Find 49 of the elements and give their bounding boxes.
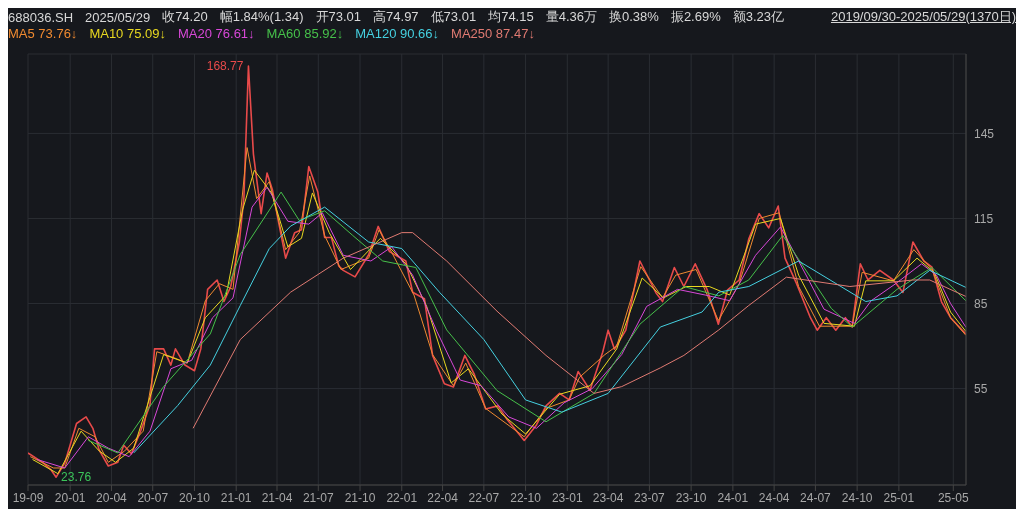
x-tick-label: 23-04 (592, 490, 624, 505)
x-tick-label: 20-10 (179, 490, 211, 505)
x-tick-label: 19-09 (12, 490, 44, 505)
text: MA60 85.92↓ (266, 26, 344, 43)
text: 幅1.84%(1.34) (219, 8, 304, 26)
text: 688036.SH (8, 9, 74, 25)
x-tick-label: 23-01 (551, 490, 583, 505)
text: MA120 90.66↓ (355, 26, 440, 43)
x-tick-label: 21-01 (220, 490, 252, 505)
x-tick-label: 20-04 (96, 490, 128, 505)
text: 开73.01 (315, 8, 362, 26)
x-tick-label: 25-05 (937, 490, 969, 505)
x-tick-label: 21-07 (302, 490, 334, 505)
x-tick-label: 22-10 (510, 490, 542, 505)
x-tick-label: 21-04 (261, 490, 293, 505)
x-tick-label: 24-07 (800, 490, 832, 505)
y-tick-label: 85 (974, 296, 988, 311)
y-tick-label: 145 (974, 126, 995, 141)
x-tick-label: 20-01 (54, 490, 86, 505)
annotation: 23.76 (61, 470, 92, 485)
text: MA20 76.61↓ (177, 26, 255, 43)
x-tick-label: 25-01 (883, 490, 915, 505)
x-tick-label: 23-07 (634, 490, 666, 505)
text: 低73.01 (430, 8, 477, 26)
text: 换0.38% (609, 8, 659, 26)
text: 额3.23亿 (732, 8, 785, 26)
x-tick-label: 24-01 (717, 490, 749, 505)
text: 2019/09/30-2025/05/29(1370日) (830, 8, 1016, 26)
y-tick-label: 115 (974, 211, 994, 226)
text: 高74.97 (373, 8, 419, 26)
x-tick-label: 22-04 (427, 490, 459, 505)
text: 振2.69% (670, 8, 721, 26)
line-series (192, 232, 966, 429)
text: MA5 73.76↓ (8, 26, 78, 43)
x-tick-label: 21-10 (344, 490, 376, 505)
text: 收74.20 (162, 8, 208, 26)
text: 2025/05/29 (85, 9, 151, 25)
y-tick-label: 55 (974, 381, 988, 396)
x-tick-label: 23-10 (675, 490, 707, 505)
x-tick-label: 20-07 (137, 490, 169, 505)
x-tick-label: 22-07 (468, 490, 500, 505)
text: 均74.15 (488, 8, 534, 26)
x-tick-label: 22-01 (386, 490, 418, 505)
text: MA10 75.09↓ (89, 26, 166, 43)
text: 量4.36万 (545, 8, 598, 26)
text: MA250 87.47↓ (451, 26, 535, 43)
x-tick-label: 24-04 (758, 490, 790, 505)
annotation: 168.77 (206, 59, 244, 74)
x-tick-label: 24-10 (841, 490, 873, 505)
